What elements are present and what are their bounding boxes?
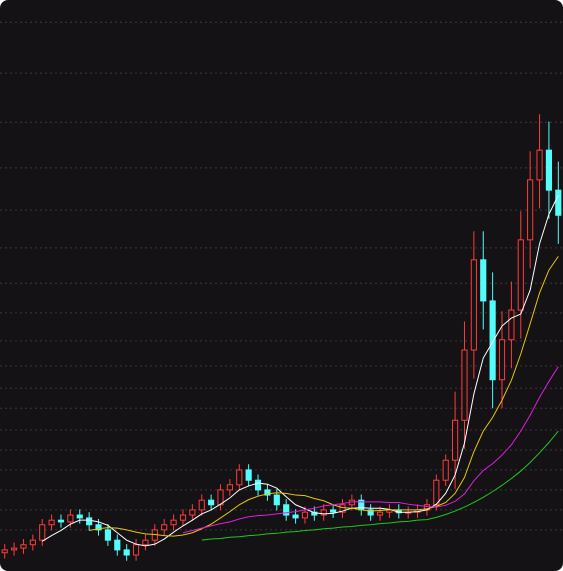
candle-body <box>208 499 215 506</box>
candle-body <box>545 149 553 191</box>
candle-body <box>311 511 318 516</box>
candle-body <box>292 514 299 519</box>
candle-body <box>330 509 337 513</box>
candle-body <box>301 511 309 519</box>
candle-body <box>264 489 271 496</box>
moving-average-line <box>41 195 559 547</box>
candle-body <box>245 469 252 481</box>
candle-body <box>1 549 8 554</box>
moving-average-line <box>201 430 559 541</box>
candle-body <box>320 509 327 516</box>
candle-body <box>470 259 477 351</box>
candle-body <box>273 494 280 506</box>
candle-body <box>57 519 65 523</box>
candle-body <box>517 239 524 311</box>
candle-body <box>198 499 205 511</box>
candle-body <box>10 547 18 551</box>
moving-average-line <box>182 366 559 534</box>
candle-body <box>104 529 111 541</box>
candle-body <box>39 524 46 541</box>
candle-body <box>283 504 290 516</box>
candle-body <box>67 514 74 523</box>
candle-body <box>86 517 93 526</box>
candle-body <box>489 300 496 381</box>
candle-body <box>29 539 36 546</box>
candle-body <box>236 469 243 486</box>
candle-body <box>452 419 459 461</box>
candle-body <box>367 509 374 516</box>
candle-body <box>76 514 83 519</box>
candle-body <box>142 539 149 546</box>
candle-body <box>536 149 543 181</box>
candle-body <box>442 459 449 481</box>
candle-body <box>508 309 515 341</box>
candle-body <box>555 189 562 216</box>
candle-body <box>254 479 262 491</box>
candle-body <box>433 479 440 506</box>
candle-body <box>498 339 506 381</box>
candle-body <box>161 524 168 531</box>
moving-average-line <box>89 256 559 537</box>
candle-body <box>189 509 196 516</box>
candle-body <box>114 539 121 551</box>
candle-body <box>480 259 487 302</box>
candle-body <box>20 544 27 549</box>
candle-body <box>527 179 534 241</box>
candle-body <box>95 524 102 531</box>
candle-body <box>48 519 55 526</box>
candle-body <box>461 349 468 421</box>
candle-body <box>339 504 346 513</box>
candle-body <box>179 514 187 521</box>
candle-body <box>132 544 140 556</box>
candle-body <box>376 511 384 516</box>
candle-body <box>226 484 233 491</box>
candle-body <box>170 519 177 526</box>
candle-body <box>123 549 130 556</box>
